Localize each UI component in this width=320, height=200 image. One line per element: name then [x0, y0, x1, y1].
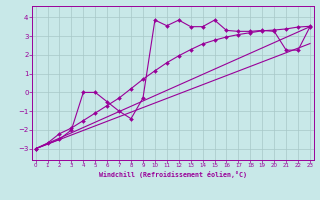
X-axis label: Windchill (Refroidissement éolien,°C): Windchill (Refroidissement éolien,°C) [99, 171, 247, 178]
